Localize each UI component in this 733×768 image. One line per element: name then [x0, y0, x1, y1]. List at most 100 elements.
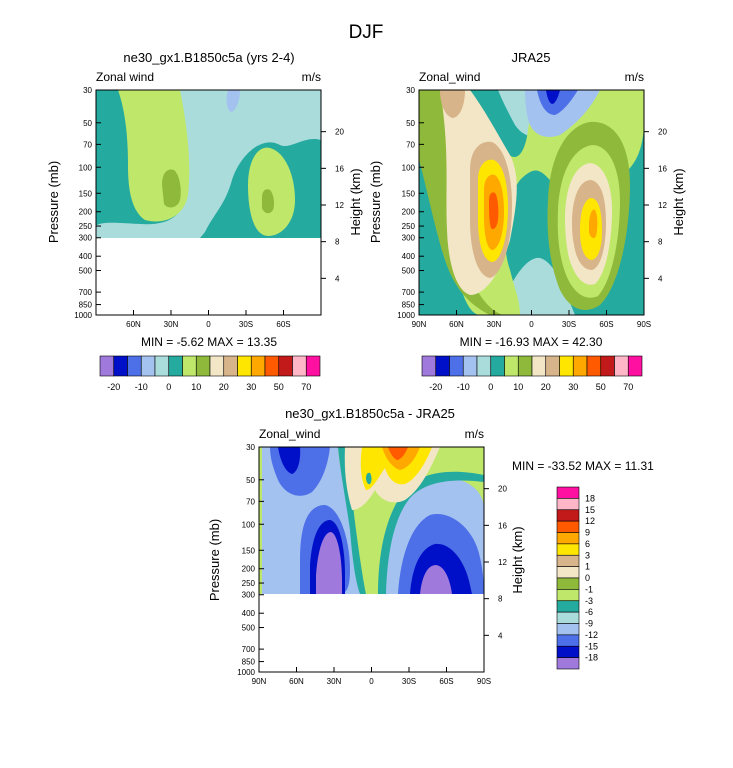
colorbar-box [223, 355, 238, 377]
colorbar-box [264, 355, 280, 377]
colorbar-box [586, 355, 602, 377]
y2-tick-label: 16 [658, 164, 667, 173]
y-tick-label: 500 [79, 267, 93, 276]
panel-diff-stats: MIN = -33.52 MAX = 11.31 [512, 459, 654, 473]
colorbar-box [113, 355, 128, 377]
colorbar-label: 70 [623, 382, 633, 392]
panel-model-title: ne30_gx1.B1850c5a (yrs 2-4) [123, 50, 294, 65]
colorbar-diff-label: 0 [585, 573, 590, 583]
panel-obs-field [419, 90, 644, 315]
x-tick-label: 30S [562, 320, 576, 329]
colorbar-box [99, 355, 115, 377]
x-tick-label: 30N [487, 320, 502, 329]
colorbar-diff-box [556, 645, 580, 658]
colorbar-diff-label: -6 [585, 607, 593, 617]
contour-fill-tan-top [440, 90, 465, 118]
x-tick-label: 30S [239, 320, 253, 329]
y2-tick-label: 12 [335, 201, 344, 210]
colorbar-label: 10 [191, 382, 201, 392]
y-tick-label: 500 [402, 267, 416, 276]
y2-tick-label: 20 [658, 128, 667, 137]
colorbar-box [237, 355, 252, 377]
x-tick-label: 60S [599, 320, 613, 329]
colorbar-box [517, 355, 533, 377]
y-tick-label: 850 [79, 301, 93, 310]
colorbar-label: 70 [301, 382, 311, 392]
colorbar-diff-label: -12 [585, 630, 598, 640]
panel-model-stats: MIN = -5.62 MAX = 13.35 [141, 335, 277, 349]
colorbar-box [504, 355, 519, 377]
x-tick-label: 90S [477, 677, 491, 686]
panel-obs-y2label: Height (km) [671, 168, 686, 235]
contour-fill-light-cyan [500, 257, 575, 315]
colorbar-diff-label: 6 [585, 539, 590, 549]
contour-fill-light-green-45s [248, 147, 295, 236]
x-tick-label: 60S [276, 320, 290, 329]
colorbar-label: 50 [596, 382, 606, 392]
contour-fill-purple-north [316, 532, 342, 594]
y-tick-label: 50 [83, 119, 92, 128]
colorbar-label: 10 [513, 382, 523, 392]
panel-diff-right-label: m/s [465, 427, 484, 441]
panel-model-left-label: Zonal wind [96, 70, 154, 84]
y-tick-label: 30 [406, 86, 415, 95]
colorbar-box [250, 355, 266, 377]
y-tick-label: 400 [79, 252, 93, 261]
contour-fill-green-45s [262, 189, 274, 214]
panel-model-field [96, 90, 321, 238]
contour-fill-red-30n [489, 192, 499, 230]
figure-title: DJF [349, 22, 384, 43]
y-tick-label: 50 [246, 476, 255, 485]
colorbar-box [531, 355, 547, 377]
y-tick-label: 1000 [237, 668, 255, 677]
colorbar-label: -10 [135, 382, 148, 392]
y2-tick-label: 12 [658, 201, 667, 210]
colorbar-box [209, 355, 225, 377]
y-tick-label: 1000 [397, 311, 415, 320]
panel-diff-xticks: 90N 60N 30N 0 30S 60S 90S [252, 667, 491, 686]
colorbar-diff-label: -9 [585, 619, 593, 629]
y-tick-label: 50 [406, 119, 415, 128]
colorbar-diff-label: 3 [585, 550, 590, 560]
colorbar-diff-box [556, 520, 580, 533]
y2-tick-label: 8 [498, 595, 503, 604]
colorbar-label: 0 [166, 382, 171, 392]
y2-tick-label: 4 [498, 631, 503, 640]
colorbar-box [154, 355, 170, 377]
colorbar-box [449, 355, 464, 377]
y-tick-label: 250 [402, 222, 416, 231]
x-tick-label: 60N [449, 320, 464, 329]
y-tick-label: 200 [402, 208, 416, 217]
panel-model-y2label: Height (km) [348, 168, 363, 235]
panel-diff-y2label: Height (km) [510, 526, 525, 593]
contour-fill-red-top [388, 447, 408, 460]
colorbar-diff-box [556, 577, 580, 590]
panel-diff-y2ticks: 20 16 12 8 4 [484, 485, 507, 640]
contour-fill-dark-blue-north-top [278, 447, 301, 474]
x-tick-label: 90N [252, 677, 267, 686]
colorbar-label: 20 [541, 382, 551, 392]
colorbar-box [614, 355, 629, 377]
x-tick-label: 90N [412, 320, 427, 329]
colorbar-box [559, 355, 574, 377]
y-tick-label: 500 [242, 624, 256, 633]
colorbar-label: 30 [246, 382, 256, 392]
colorbar-diff-box [556, 600, 580, 613]
y-tick-label: 70 [83, 140, 92, 149]
colorbar-diff-label: 15 [585, 505, 595, 515]
x-tick-label: 0 [369, 677, 374, 686]
colorbar-diff-box [556, 611, 580, 624]
colorbar-box [627, 355, 643, 377]
colorbar-box [600, 355, 615, 377]
colorbar-box [490, 355, 505, 377]
colorbar-label: -20 [107, 382, 120, 392]
y-tick-label: 100 [402, 163, 416, 172]
y-tick-label: 150 [242, 546, 256, 555]
y-tick-label: 300 [242, 591, 256, 600]
colorbar-diff-box [556, 623, 580, 636]
y2-tick-label: 12 [498, 558, 507, 567]
panel-obs-right-label: m/s [625, 70, 644, 84]
panel-model-ylabel: Pressure (mb) [46, 161, 61, 243]
